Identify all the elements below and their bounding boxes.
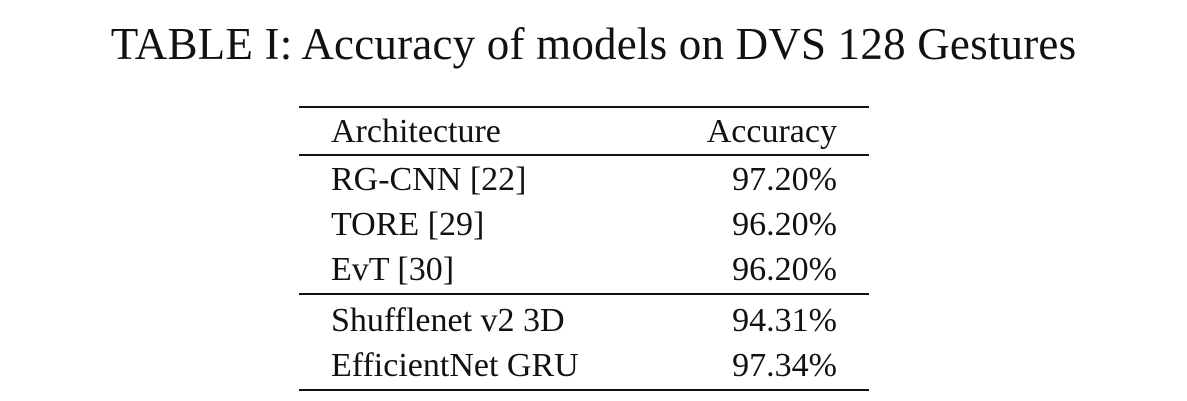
table-row: EvT [30] 96.20%	[299, 247, 869, 292]
table-header-row: Architecture Accuracy	[299, 109, 869, 154]
table-header-rule	[299, 154, 869, 156]
accuracy-cell: 96.20%	[732, 251, 837, 288]
accuracy-cell: 97.20%	[732, 161, 837, 198]
accuracy-cell: 96.20%	[732, 206, 837, 243]
table-row: RG-CNN [22] 97.20%	[299, 157, 869, 202]
table-group-rule	[299, 293, 869, 295]
architecture-cell: Shufflenet v2 3D	[331, 302, 565, 339]
accuracy-cell: 97.34%	[732, 347, 837, 384]
table-top-rule	[299, 106, 869, 108]
table-row: EfficientNet GRU 97.34%	[299, 343, 869, 388]
architecture-cell: TORE [29]	[331, 206, 485, 243]
architecture-cell: RG-CNN [22]	[331, 161, 527, 198]
table-caption: TABLE I: Accuracy of models on DVS 128 G…	[110, 19, 1077, 69]
architecture-cell: EfficientNet GRU	[331, 347, 579, 384]
architecture-cell: EvT [30]	[331, 251, 455, 288]
header-architecture: Architecture	[331, 113, 501, 150]
accuracy-cell: 94.31%	[732, 302, 837, 339]
table-row: TORE [29] 96.20%	[299, 202, 869, 247]
header-accuracy: Accuracy	[706, 113, 837, 150]
table-row: Shufflenet v2 3D 94.31%	[299, 298, 869, 343]
table-bottom-rule	[299, 389, 869, 391]
